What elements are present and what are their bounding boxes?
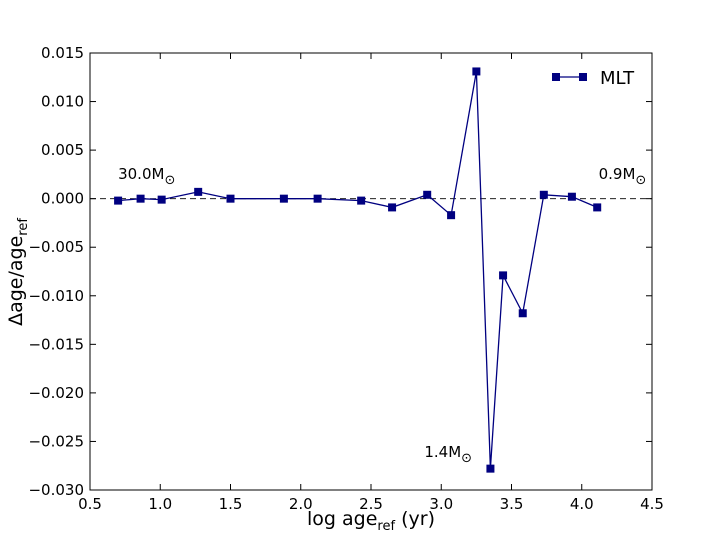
- series-line-mlt: [118, 71, 598, 469]
- data-point: [518, 309, 527, 318]
- data-point: [114, 196, 123, 205]
- x-axis-label-suffix: (yr): [395, 508, 435, 530]
- annotation-label: 0.9M⊙: [599, 165, 647, 188]
- y-axis-label-sub: ref: [16, 218, 31, 236]
- x-tick-label: 4.5: [640, 495, 664, 513]
- data-point: [593, 203, 602, 212]
- y-tick-label: −0.025: [28, 432, 84, 450]
- x-tick-label: 4.0: [570, 495, 594, 513]
- data-point: [136, 194, 145, 203]
- plot-area: [90, 53, 652, 490]
- data-point: [423, 190, 432, 199]
- data-point: [567, 192, 576, 201]
- y-tick-label: 0.000: [41, 190, 84, 208]
- data-point: [194, 187, 203, 196]
- x-axis-label-sub: ref: [377, 519, 395, 534]
- y-tick-label: 0.015: [41, 44, 84, 62]
- series-group: [114, 67, 602, 473]
- data-point: [226, 194, 235, 203]
- data-point: [388, 203, 397, 212]
- x-tick-label: 3.5: [500, 495, 524, 513]
- data-point: [279, 194, 288, 203]
- legend-marker-right: [579, 73, 587, 81]
- x-tick-label: 0.5: [78, 495, 102, 513]
- sun-symbol: ⊙: [635, 173, 646, 188]
- y-axis-label: Δage/ageref: [5, 218, 31, 326]
- y-tick-label: −0.005: [28, 238, 84, 256]
- data-point: [157, 195, 166, 204]
- annotation-label: 30.0M⊙: [118, 165, 175, 188]
- y-axis-label-main: Δage/age: [5, 236, 27, 326]
- data-point: [486, 464, 495, 473]
- legend-marker-left: [552, 73, 560, 81]
- x-axis-ticks: 0.5 1.0 1.5 2.0 2.5 3.0 3.5 4.0 4.5: [78, 53, 664, 513]
- x-tick-label: 2.5: [359, 495, 383, 513]
- x-tick-label: 3.0: [429, 495, 453, 513]
- data-point: [472, 67, 481, 76]
- x-tick-label: 1.0: [148, 495, 172, 513]
- y-tick-label: 0.005: [41, 141, 84, 159]
- x-axis-label: log ageref (yr): [307, 508, 435, 534]
- data-point: [357, 196, 366, 205]
- x-tick-label: 1.5: [219, 495, 243, 513]
- x-tick-label: 2.0: [289, 495, 313, 513]
- data-point: [539, 190, 548, 199]
- x-axis-label-main: log age: [307, 508, 377, 530]
- y-tick-label: −0.020: [28, 384, 84, 402]
- y-tick-label: 0.010: [41, 93, 84, 111]
- y-axis-ticks: 0.015 0.010 0.005 0.000 −0.005 −0.010 −0.015 −0…: [28, 44, 652, 499]
- legend: MLT: [552, 68, 635, 89]
- data-point: [313, 194, 322, 203]
- data-point: [499, 271, 508, 280]
- y-tick-label: −0.030: [28, 481, 84, 499]
- sun-symbol: ⊙: [164, 173, 175, 188]
- y-tick-label: −0.010: [28, 287, 84, 305]
- annotation-label: 1.4M⊙: [424, 443, 472, 466]
- y-tick-label: −0.015: [28, 335, 84, 353]
- data-point: [447, 211, 456, 220]
- legend-label-mlt: MLT: [600, 68, 635, 89]
- annotations: 30.0M⊙ 0.9M⊙ 1.4M⊙: [118, 165, 646, 466]
- sun-symbol: ⊙: [461, 451, 472, 466]
